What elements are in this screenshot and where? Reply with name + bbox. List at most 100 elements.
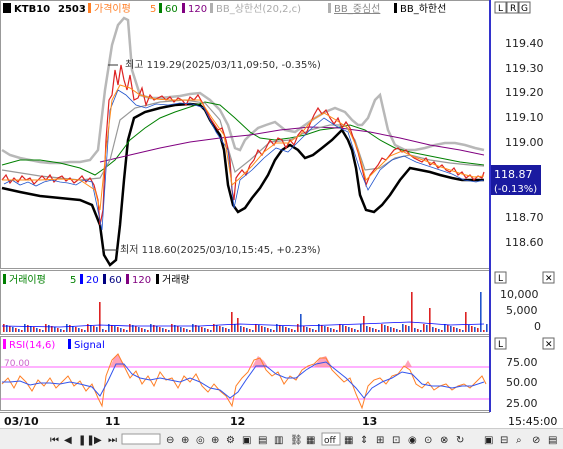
volume-bar bbox=[24, 324, 26, 332]
refresh-icon[interactable]: ↻ bbox=[456, 435, 464, 446]
volume-bar bbox=[387, 326, 389, 332]
volume-bar bbox=[474, 327, 476, 332]
camera-icon[interactable]: ⊙ bbox=[424, 435, 432, 446]
volume-bar bbox=[78, 328, 80, 332]
volume-bar bbox=[378, 330, 380, 332]
legend-bb-lower-swatch bbox=[394, 3, 397, 13]
volume-bar bbox=[174, 325, 176, 332]
volume-bar bbox=[15, 328, 17, 332]
volume-bar bbox=[294, 330, 296, 332]
corner-g-button[interactable] bbox=[518, 1, 531, 14]
eye-icon[interactable]: ◉ bbox=[408, 435, 417, 446]
volume-bar bbox=[171, 324, 173, 332]
vol-ma-line bbox=[1, 321, 485, 328]
image-icon[interactable]: ▤ bbox=[258, 435, 267, 446]
volume-bar bbox=[168, 330, 170, 332]
rsi-corner-l-label: L bbox=[498, 340, 503, 350]
volume-bar bbox=[300, 314, 302, 332]
zoom-out-icon[interactable]: ⊖ bbox=[166, 435, 174, 446]
legend-bb-upper-label: BB_상한선(20,2,c) bbox=[216, 3, 301, 15]
vol-tick-10000: 10,000 bbox=[500, 288, 539, 301]
rsi-corner-buttons[interactable]: L ✕ bbox=[494, 337, 555, 350]
volume-bar bbox=[252, 330, 254, 332]
chart-icon[interactable]: ▥ bbox=[274, 435, 283, 446]
rsi-close-button[interactable] bbox=[542, 337, 555, 350]
legend-ma120-swatch bbox=[182, 3, 185, 13]
crosshair-icon[interactable]: ⊕ bbox=[211, 435, 219, 446]
volume-bar bbox=[27, 325, 29, 332]
volume-bar bbox=[402, 324, 404, 332]
rsi-chart[interactable]: RSI(14,6) Signal 70.00 L ✕ 75.00 50.00 2… bbox=[0, 336, 563, 412]
next-icon[interactable]: ▶ bbox=[94, 435, 102, 446]
volume-bar bbox=[204, 328, 206, 332]
last-icon[interactable]: ⏭ bbox=[108, 435, 117, 446]
volume-bar bbox=[90, 325, 92, 332]
settings-icon[interactable]: ◎ bbox=[196, 435, 205, 446]
volume-bar bbox=[135, 326, 137, 332]
volume-bar bbox=[39, 329, 41, 332]
save-icon[interactable]: ▣ bbox=[242, 435, 251, 446]
volume-bar bbox=[234, 324, 236, 332]
lock-icon[interactable]: ▦ bbox=[306, 435, 315, 446]
vol-corner-l-label: L bbox=[498, 274, 503, 284]
volume-bar bbox=[471, 326, 473, 332]
grid-icon[interactable]: ▦ bbox=[344, 435, 353, 446]
volume-bar bbox=[6, 325, 8, 332]
x-axis: 03/10 11 12 13 15:45:00 bbox=[0, 412, 557, 428]
volume-bar bbox=[369, 327, 371, 332]
zoom-in-icon[interactable]: ⊕ bbox=[181, 435, 189, 446]
vol-close-button[interactable] bbox=[542, 271, 555, 284]
price-chart[interactable]: KTB10 2503 가격이평 5 60 120 BB_상한선(20,2,c) … bbox=[0, 0, 563, 270]
corner-r-button[interactable] bbox=[506, 1, 519, 14]
rsi-legend-swatch bbox=[3, 339, 6, 349]
indicator-icon[interactable]: ⊘ bbox=[532, 435, 540, 446]
x-axis-time: 15:45:00 bbox=[508, 415, 557, 428]
vol-corner-l-button[interactable] bbox=[494, 271, 507, 284]
print-icon[interactable]: ⊗ bbox=[440, 435, 448, 446]
scroll-right-icon[interactable]: ▣ bbox=[484, 435, 493, 446]
volume-bar bbox=[84, 330, 86, 332]
symbol-label: KTB10 bbox=[14, 4, 50, 15]
low-annotation: 최저 118.60(2025/03/10,15:45, +0.23%) bbox=[102, 244, 321, 256]
scroll-slider[interactable] bbox=[121, 433, 161, 445]
price-frame bbox=[0, 0, 490, 269]
volume-bar bbox=[207, 329, 209, 332]
legend-ma60-label: 60 bbox=[165, 4, 178, 15]
scale-icon[interactable]: ⇕ bbox=[360, 435, 368, 446]
vol-legend-ma60-swatch bbox=[103, 274, 106, 284]
volume-bar bbox=[66, 324, 68, 332]
first-icon[interactable]: ⏮ bbox=[50, 435, 59, 446]
corner-l-button[interactable] bbox=[494, 1, 507, 14]
volume-bar bbox=[120, 328, 122, 332]
prev-icon[interactable]: ◀ bbox=[64, 435, 72, 446]
volume-bar bbox=[180, 327, 182, 332]
vol-legend-ma5-value: 5 bbox=[70, 275, 76, 286]
off-toggle[interactable] bbox=[321, 432, 341, 446]
ma120-line bbox=[99, 126, 485, 163]
price-corner-buttons[interactable]: L R G bbox=[494, 1, 531, 14]
rsi-overbought-fill-2 bbox=[252, 356, 268, 367]
volume-bar bbox=[201, 327, 203, 332]
volume-bar bbox=[285, 327, 287, 332]
volume-corner-buttons[interactable]: L ✕ bbox=[494, 271, 555, 284]
volume-bar bbox=[345, 326, 347, 332]
volume-bar bbox=[159, 327, 161, 332]
magnet-icon[interactable]: ⊡ bbox=[392, 435, 400, 446]
volume-bar bbox=[156, 326, 158, 332]
volume-chart[interactable]: 거래이평 5 20 60 120 거래량 L ✕ 10,000 5,000 0 bbox=[0, 270, 563, 336]
vol-close-icon: ✕ bbox=[545, 274, 553, 284]
pause-icon[interactable]: ❚❚ bbox=[78, 435, 95, 446]
volume-bar bbox=[480, 292, 482, 332]
volume-bar bbox=[45, 324, 47, 332]
volume-bar bbox=[93, 326, 95, 332]
volume-bar bbox=[192, 324, 194, 332]
gear-icon[interactable]: ⚙ bbox=[226, 435, 235, 446]
volume-bar bbox=[381, 324, 383, 332]
link-icon[interactable]: ⛓ bbox=[290, 434, 303, 446]
more-icon[interactable]: ▤ bbox=[548, 435, 557, 446]
search-icon[interactable]: ⌕ bbox=[516, 435, 522, 446]
ruler-icon[interactable]: ⊞ bbox=[376, 435, 384, 446]
rsi-corner-l-button[interactable] bbox=[494, 337, 507, 350]
volume-bar bbox=[267, 328, 269, 332]
expand-icon[interactable]: ⊟ bbox=[500, 435, 508, 446]
